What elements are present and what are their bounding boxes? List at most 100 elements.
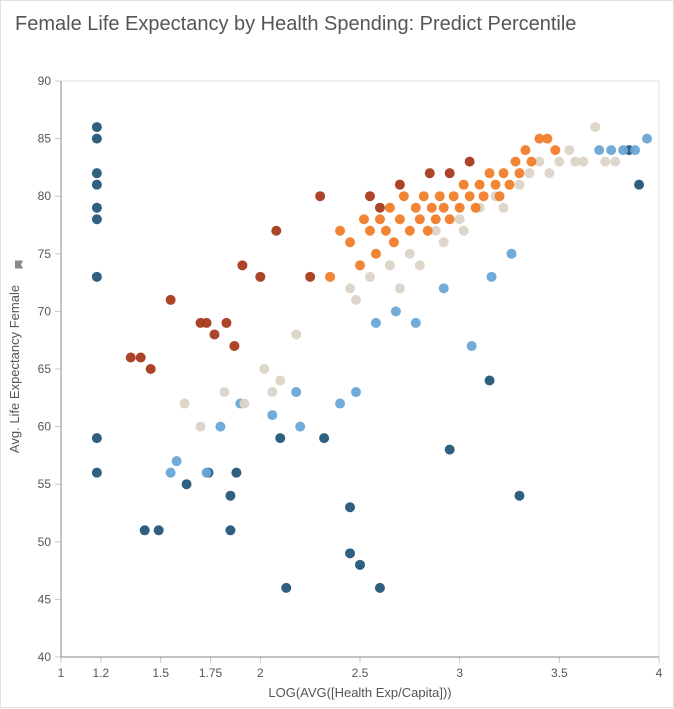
data-point <box>479 191 489 201</box>
data-point <box>215 422 225 432</box>
data-point <box>239 399 249 409</box>
data-point <box>630 145 640 155</box>
y-tick-label: 55 <box>38 477 52 491</box>
x-tick-label: 1.5 <box>152 666 169 680</box>
data-point <box>634 180 644 190</box>
y-tick-label: 45 <box>38 592 52 606</box>
plot-area: 11.21.51.7522.533.5440455055606570758085… <box>1 75 673 707</box>
data-point <box>475 180 485 190</box>
data-point <box>231 468 241 478</box>
data-point <box>351 295 361 305</box>
data-point <box>610 157 620 167</box>
data-point <box>267 387 277 397</box>
data-point <box>431 214 441 224</box>
data-point <box>126 352 136 362</box>
x-tick-label: 3 <box>456 666 463 680</box>
data-point <box>506 249 516 259</box>
y-tick-label: 80 <box>38 189 52 203</box>
data-point <box>92 134 102 144</box>
y-tick-label: 90 <box>38 75 52 88</box>
data-point <box>92 180 102 190</box>
data-point <box>419 191 429 201</box>
data-point <box>371 318 381 328</box>
data-point <box>578 157 588 167</box>
data-point <box>371 249 381 259</box>
data-point <box>182 479 192 489</box>
data-point <box>439 237 449 247</box>
data-point <box>487 272 497 282</box>
y-tick-label: 65 <box>38 362 52 376</box>
pin-icon <box>12 260 23 268</box>
data-point <box>202 468 212 478</box>
data-point <box>375 203 385 213</box>
data-point <box>524 168 534 178</box>
data-point <box>196 422 206 432</box>
data-point <box>315 191 325 201</box>
data-point <box>405 226 415 236</box>
x-tick-label: 1.2 <box>93 666 110 680</box>
y-tick-label: 70 <box>38 304 52 318</box>
data-point <box>542 134 552 144</box>
data-point <box>359 214 369 224</box>
data-point <box>180 399 190 409</box>
data-point <box>411 318 421 328</box>
data-point <box>514 168 524 178</box>
data-point <box>467 341 477 351</box>
y-tick-label: 75 <box>38 247 52 261</box>
data-point <box>514 491 524 501</box>
data-point <box>355 560 365 570</box>
data-point <box>427 203 437 213</box>
data-point <box>415 214 425 224</box>
data-point <box>514 180 524 190</box>
data-point <box>499 168 509 178</box>
data-point <box>221 318 231 328</box>
x-tick-label: 4 <box>656 666 663 680</box>
data-point <box>345 283 355 293</box>
data-point <box>92 214 102 224</box>
data-point <box>146 364 156 374</box>
chart-title: Female Life Expectancy by Health Spendin… <box>1 1 673 42</box>
data-point <box>92 168 102 178</box>
data-point <box>495 191 505 201</box>
y-axis-label: Avg. Life Expectancy Female <box>7 285 22 453</box>
data-point <box>92 468 102 478</box>
data-point <box>526 157 536 167</box>
data-point <box>590 122 600 132</box>
data-point <box>550 145 560 155</box>
data-point <box>271 226 281 236</box>
data-point <box>606 145 616 155</box>
data-point <box>465 157 475 167</box>
data-point <box>92 272 102 282</box>
data-point <box>391 306 401 316</box>
data-point <box>385 203 395 213</box>
data-point <box>319 433 329 443</box>
data-point <box>365 191 375 201</box>
data-point <box>459 226 469 236</box>
data-point <box>505 180 515 190</box>
data-point <box>435 191 445 201</box>
data-point <box>229 341 239 351</box>
data-point <box>351 387 361 397</box>
x-tick-label: 1.75 <box>199 666 223 680</box>
data-point <box>554 157 564 167</box>
data-point <box>275 433 285 443</box>
data-point <box>544 168 554 178</box>
data-point <box>219 387 229 397</box>
x-tick-label: 2 <box>257 666 264 680</box>
data-point <box>325 272 335 282</box>
data-point <box>237 260 247 270</box>
data-point <box>445 168 455 178</box>
data-point <box>255 272 265 282</box>
data-point <box>166 295 176 305</box>
y-tick-label: 60 <box>38 420 52 434</box>
data-point <box>389 237 399 247</box>
data-point <box>281 583 291 593</box>
data-point <box>449 191 459 201</box>
data-point <box>491 180 501 190</box>
data-point <box>305 272 315 282</box>
data-point <box>642 134 652 144</box>
data-point <box>395 283 405 293</box>
data-point <box>471 203 481 213</box>
data-point <box>365 272 375 282</box>
x-tick-label: 2.5 <box>352 666 369 680</box>
